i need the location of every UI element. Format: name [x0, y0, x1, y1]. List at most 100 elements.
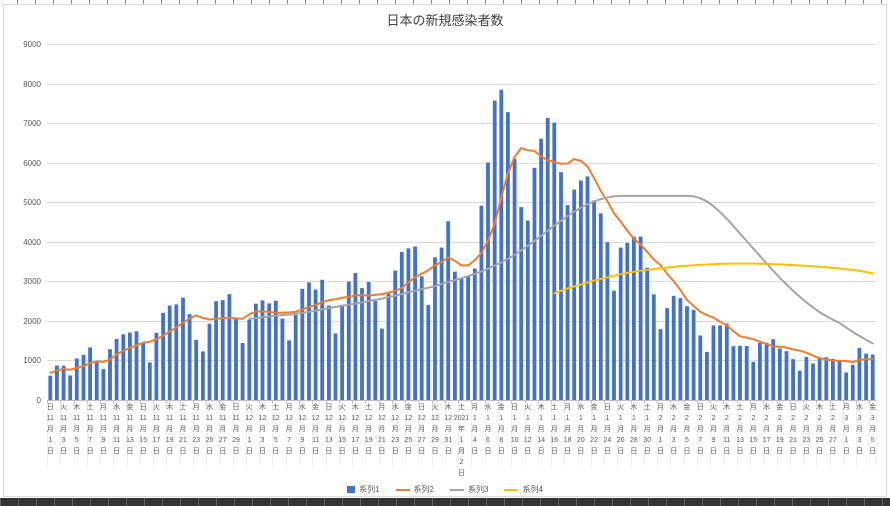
bar[interactable] — [366, 282, 371, 400]
bar[interactable] — [94, 362, 99, 400]
bar[interactable] — [486, 162, 490, 401]
bar[interactable] — [598, 213, 603, 400]
line-series-2[interactable] — [49, 147, 874, 374]
bar[interactable] — [147, 362, 152, 400]
bar[interactable] — [552, 122, 557, 400]
bar[interactable] — [605, 242, 610, 400]
bar[interactable] — [771, 339, 776, 400]
line-series-3[interactable] — [248, 194, 874, 345]
bar[interactable] — [453, 271, 457, 400]
bar[interactable] — [506, 112, 510, 400]
bar[interactable] — [68, 375, 73, 401]
bar[interactable] — [572, 189, 577, 400]
bar[interactable] — [585, 176, 590, 400]
bar[interactable] — [134, 331, 139, 400]
bar[interactable] — [128, 332, 132, 400]
bar[interactable] — [247, 319, 252, 400]
legend-item-3[interactable]: 系列3 — [450, 484, 488, 495]
bar[interactable] — [559, 172, 563, 400]
bar[interactable] — [439, 247, 444, 400]
bar[interactable] — [393, 270, 398, 400]
bar[interactable] — [565, 205, 570, 400]
bar[interactable] — [466, 276, 470, 400]
y-axis-labels[interactable]: 0 1000 2000 3000 4000 5000 6000 7000 8000 9000 — [23, 40, 41, 405]
bar[interactable] — [433, 257, 437, 400]
bar[interactable] — [353, 273, 358, 400]
bar[interactable] — [678, 298, 683, 400]
line-path[interactable] — [49, 147, 874, 374]
bar[interactable] — [665, 308, 669, 400]
bar[interactable] — [254, 303, 258, 400]
bar[interactable] — [360, 288, 364, 400]
bar[interactable] — [797, 370, 802, 400]
bar[interactable] — [154, 332, 159, 400]
bar[interactable] — [618, 247, 623, 400]
bar[interactable] — [711, 325, 716, 401]
bar[interactable] — [705, 351, 709, 400]
bar[interactable] — [273, 300, 278, 400]
bar[interactable] — [645, 267, 650, 400]
bar[interactable] — [346, 281, 351, 400]
bar[interactable] — [764, 342, 769, 400]
bar[interactable] — [426, 304, 431, 400]
bar[interactable] — [804, 357, 809, 400]
bar[interactable] — [738, 345, 742, 400]
bar[interactable] — [685, 306, 689, 400]
bar[interactable] — [691, 309, 696, 400]
bar[interactable] — [777, 348, 782, 401]
bar[interactable] — [817, 357, 822, 400]
bar[interactable] — [174, 304, 179, 400]
legend-item-4[interactable]: 系列4 — [504, 484, 543, 495]
bar[interactable] — [201, 351, 205, 400]
bar[interactable] — [479, 205, 484, 400]
legend-item-1[interactable]: 系列1 — [347, 484, 380, 495]
bar[interactable] — [459, 279, 464, 400]
bar[interactable] — [658, 329, 663, 400]
bar[interactable] — [234, 318, 238, 400]
bar[interactable] — [81, 354, 86, 400]
bar[interactable] — [850, 364, 855, 400]
bar[interactable] — [671, 295, 676, 400]
chart-title[interactable]: 日本の新規感染者数 — [386, 13, 503, 28]
bar[interactable] — [380, 328, 384, 400]
bar[interactable] — [811, 363, 815, 401]
bar[interactable] — [320, 279, 325, 400]
bar[interactable] — [141, 343, 146, 400]
bar[interactable] — [718, 325, 722, 400]
bar-series-1[interactable] — [48, 89, 875, 401]
line-series-4[interactable] — [553, 262, 874, 295]
bar[interactable] — [101, 369, 106, 400]
bar[interactable] — [870, 354, 875, 400]
bar[interactable] — [492, 100, 497, 400]
bar[interactable] — [499, 89, 504, 400]
bar[interactable] — [300, 288, 305, 400]
bar[interactable] — [181, 297, 185, 400]
bar[interactable] — [267, 303, 272, 400]
line-path[interactable] — [553, 262, 874, 295]
bar[interactable] — [519, 207, 524, 400]
bar[interactable] — [532, 167, 537, 400]
bar[interactable] — [108, 349, 112, 400]
line-path[interactable] — [248, 194, 874, 345]
bar[interactable] — [114, 339, 119, 400]
bar[interactable] — [161, 312, 165, 400]
bar[interactable] — [857, 347, 862, 400]
bar[interactable] — [187, 314, 192, 400]
bar[interactable] — [824, 357, 829, 400]
bar[interactable] — [651, 294, 656, 400]
bar[interactable] — [592, 200, 596, 400]
bar[interactable] — [579, 180, 583, 401]
bar[interactable] — [638, 236, 643, 400]
bar[interactable] — [698, 335, 703, 401]
bar[interactable] — [612, 290, 616, 400]
bar[interactable] — [167, 305, 172, 400]
bar[interactable] — [758, 342, 762, 400]
bar[interactable] — [227, 294, 232, 400]
bar[interactable] — [831, 358, 835, 400]
bar[interactable] — [837, 360, 842, 401]
bar[interactable] — [214, 301, 218, 400]
bar[interactable] — [751, 361, 756, 400]
bar[interactable] — [61, 365, 66, 400]
bar[interactable] — [280, 318, 285, 400]
